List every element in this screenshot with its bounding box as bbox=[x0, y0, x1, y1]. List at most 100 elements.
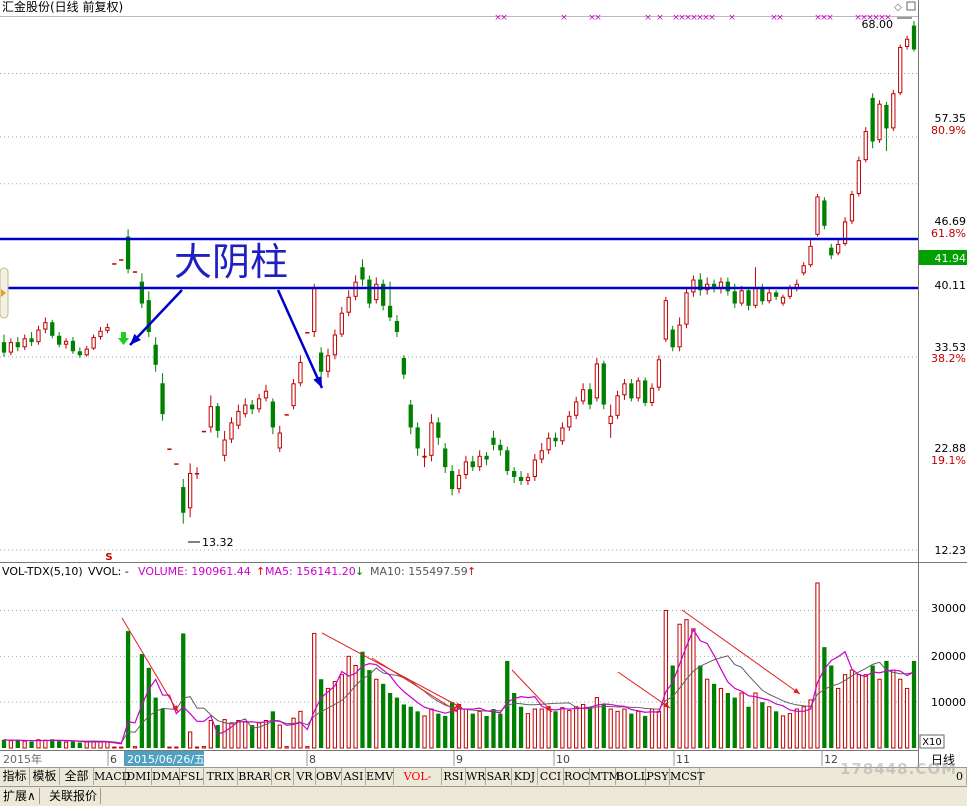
volume-bar bbox=[746, 706, 751, 748]
candle-body bbox=[77, 351, 82, 356]
tab-macd[interactable]: MACD bbox=[94, 768, 131, 785]
candle-body bbox=[456, 474, 462, 490]
candle-body bbox=[773, 292, 779, 297]
volume-bar bbox=[705, 678, 710, 749]
tab-indicator[interactable]: 指标 bbox=[0, 768, 30, 785]
left-scroll-icon bbox=[1, 289, 6, 297]
candle-body bbox=[615, 395, 620, 416]
candle bbox=[870, 93, 875, 149]
candle bbox=[684, 288, 689, 329]
related-quotes-tab[interactable]: 关联报价 bbox=[46, 788, 102, 804]
volume-bar bbox=[587, 706, 593, 748]
candle bbox=[374, 277, 379, 304]
candle bbox=[615, 390, 620, 420]
candle bbox=[263, 384, 269, 402]
expand-tab[interactable]: 扩展∧ bbox=[0, 788, 40, 804]
candle bbox=[215, 403, 220, 438]
tab-psy[interactable]: PSY bbox=[646, 768, 670, 785]
candle-body bbox=[8, 342, 14, 353]
volume-bar bbox=[57, 741, 62, 748]
candle-body bbox=[312, 288, 317, 333]
candle-body bbox=[91, 337, 96, 349]
candle bbox=[256, 393, 262, 413]
candle bbox=[505, 446, 510, 475]
candle-body bbox=[560, 427, 565, 442]
tab-obv[interactable]: OBV bbox=[316, 768, 342, 785]
candle bbox=[629, 378, 634, 402]
candle-body bbox=[339, 312, 344, 335]
candle-body bbox=[491, 437, 496, 445]
volume-bar bbox=[332, 681, 338, 749]
candle bbox=[63, 338, 69, 349]
box-icon bbox=[906, 1, 916, 11]
arrow-head bbox=[545, 705, 552, 712]
tab-kdj[interactable]: KDJ bbox=[512, 768, 538, 785]
candle bbox=[484, 452, 489, 466]
candle bbox=[277, 425, 282, 453]
candle-body bbox=[422, 455, 427, 458]
candle bbox=[677, 317, 682, 352]
volume-bar bbox=[629, 713, 634, 748]
volume-bar bbox=[36, 739, 41, 749]
candle bbox=[312, 283, 317, 338]
tab-boll[interactable]: BOLL bbox=[616, 768, 648, 785]
candle-body bbox=[698, 279, 703, 291]
tab-dmi[interactable]: DMI bbox=[126, 768, 152, 785]
volume-bar bbox=[132, 746, 138, 749]
tab-vr[interactable]: VR bbox=[294, 768, 316, 785]
tab-roc[interactable]: ROC bbox=[564, 768, 590, 785]
volume-bar bbox=[229, 722, 234, 749]
candle bbox=[187, 463, 193, 518]
tab-cci[interactable]: CCI bbox=[538, 768, 564, 785]
volume-bar bbox=[312, 632, 317, 749]
tab-rsi[interactable]: RSI bbox=[442, 768, 466, 785]
annotation-arrow-left bbox=[129, 289, 183, 346]
tab-brar[interactable]: BRAR bbox=[238, 768, 272, 785]
candle-body bbox=[711, 283, 717, 289]
volume-bar bbox=[505, 660, 510, 748]
period-label: 日线 bbox=[931, 753, 955, 767]
candle-body bbox=[587, 389, 593, 405]
volume-bar bbox=[463, 708, 469, 749]
candle-body bbox=[305, 332, 310, 334]
candle-body bbox=[691, 279, 696, 293]
tab-cr[interactable]: CR bbox=[272, 768, 294, 785]
x-marker: × bbox=[684, 13, 692, 23]
tab-template[interactable]: 模板 bbox=[30, 768, 60, 785]
volume-bar bbox=[739, 692, 744, 749]
volume-bar bbox=[512, 693, 517, 748]
tab-mtm[interactable]: MTM bbox=[590, 768, 620, 785]
x-marker: × bbox=[820, 13, 828, 23]
candle-body bbox=[112, 263, 117, 265]
candle-body bbox=[580, 389, 586, 402]
candle bbox=[325, 348, 331, 378]
candle-body bbox=[29, 338, 34, 343]
volume-bar bbox=[794, 708, 799, 749]
candle bbox=[539, 443, 544, 464]
tab-asi[interactable]: ASI bbox=[342, 768, 366, 785]
volume-bar bbox=[836, 687, 841, 749]
candle bbox=[29, 332, 34, 347]
tab-wr[interactable]: WR bbox=[466, 768, 486, 785]
tab-sar[interactable]: SAR bbox=[486, 768, 512, 785]
candle-body bbox=[836, 243, 841, 254]
x-marker: × bbox=[500, 13, 508, 23]
tab-dma[interactable]: DMA bbox=[152, 768, 181, 785]
candle bbox=[525, 472, 531, 486]
tab-mcst[interactable]: MCST bbox=[670, 768, 705, 785]
tab-all[interactable]: 全部 bbox=[60, 768, 94, 785]
tab-trix[interactable]: TRIX bbox=[204, 768, 238, 785]
candle bbox=[546, 432, 551, 454]
annotation-arrow-shaft bbox=[276, 289, 324, 389]
tab-fsl[interactable]: FSL bbox=[180, 768, 204, 785]
tab-vol-tdx[interactable]: VOL-TDX bbox=[394, 768, 442, 800]
tab-emv[interactable]: EMV bbox=[366, 768, 394, 785]
candle bbox=[436, 417, 441, 445]
candle bbox=[608, 404, 613, 438]
candle bbox=[298, 355, 303, 387]
volume-bar bbox=[773, 711, 779, 748]
volume-bar bbox=[580, 703, 586, 749]
x-marker: × bbox=[678, 13, 686, 23]
candle-body bbox=[642, 380, 648, 404]
candle-body bbox=[808, 245, 813, 266]
